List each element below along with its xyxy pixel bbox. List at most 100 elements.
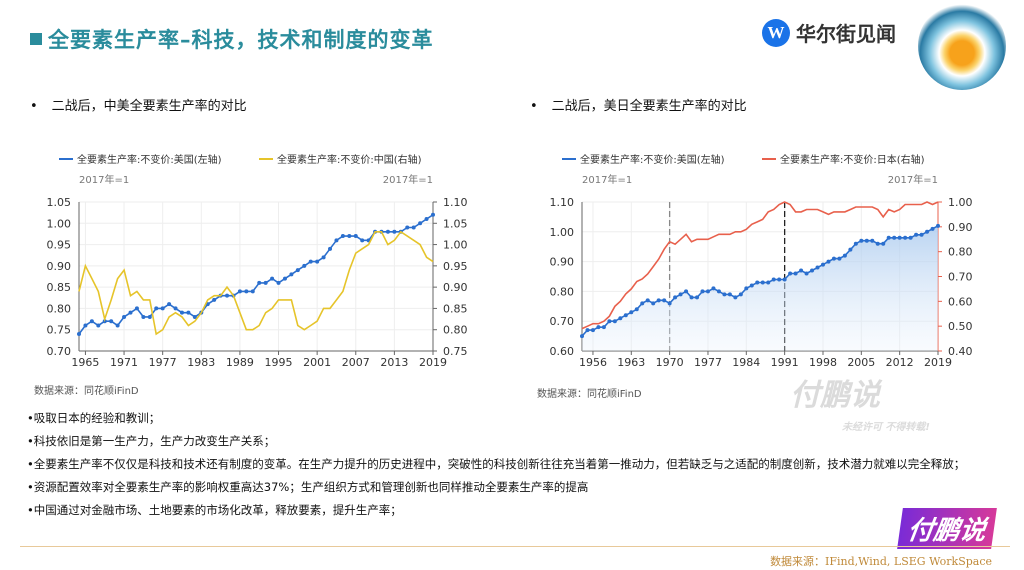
data-point bbox=[179, 310, 184, 315]
data-point bbox=[83, 323, 88, 328]
x-tick: 1970 bbox=[656, 356, 684, 369]
data-point bbox=[689, 295, 694, 300]
data-point bbox=[651, 301, 656, 306]
data-point bbox=[777, 277, 782, 282]
series-line bbox=[78, 230, 434, 336]
data-point bbox=[263, 280, 268, 285]
legend-label: 全要素生产率:不变价:美国(左轴) bbox=[580, 153, 725, 166]
data-point bbox=[225, 293, 230, 298]
data-point bbox=[167, 302, 172, 307]
data-point bbox=[870, 238, 875, 243]
data-point bbox=[936, 223, 940, 228]
data-point bbox=[634, 307, 639, 312]
data-point bbox=[289, 272, 294, 277]
data-point bbox=[315, 259, 320, 264]
data-point bbox=[749, 283, 754, 288]
data-point bbox=[134, 306, 139, 311]
x-tick: 1983 bbox=[187, 356, 215, 369]
note: •全要素生产率不仅仅是科技和技术还有制度的变革。在生产力提升的历史进程中，突破性… bbox=[27, 457, 966, 471]
x-tick: 1977 bbox=[149, 356, 177, 369]
data-point bbox=[914, 232, 919, 237]
x-tick: 2007 bbox=[342, 356, 370, 369]
data-point bbox=[154, 306, 159, 311]
x-tick: 1984 bbox=[732, 356, 760, 369]
x-tick: 2013 bbox=[380, 356, 408, 369]
data-point bbox=[771, 277, 776, 282]
data-point bbox=[141, 314, 146, 319]
data-point bbox=[640, 301, 645, 306]
y-right-tick: 0.50 bbox=[948, 320, 973, 333]
data-point bbox=[128, 310, 133, 315]
data-point bbox=[96, 323, 101, 328]
y-right-tick: 0.70 bbox=[948, 271, 973, 284]
series-area bbox=[582, 225, 938, 351]
data-point bbox=[892, 235, 897, 240]
x-tick: 1998 bbox=[809, 356, 837, 369]
y-left-tick: 0.80 bbox=[47, 302, 72, 315]
x-tick: 1995 bbox=[265, 356, 293, 369]
y-left-tick: 0.60 bbox=[550, 345, 575, 358]
left-axis-unit: 2017年=1 bbox=[79, 173, 129, 186]
y-left-tick: 1.00 bbox=[550, 226, 575, 239]
data-point bbox=[334, 238, 339, 243]
note: •资源配置效率对全要素生产率的影响权重高达37%；生产组织方式和管理创新也同样推… bbox=[27, 480, 589, 494]
data-point bbox=[810, 268, 815, 273]
brand-badge: 付鹏说 bbox=[897, 508, 997, 549]
data-point bbox=[270, 276, 275, 281]
series-line bbox=[581, 201, 939, 330]
data-point bbox=[705, 289, 710, 294]
x-tick: 1963 bbox=[617, 356, 645, 369]
data-point bbox=[848, 247, 853, 252]
y-left-tick: 1.10 bbox=[550, 196, 575, 209]
data-point bbox=[667, 301, 672, 306]
x-tick: 2012 bbox=[886, 356, 914, 369]
data-point bbox=[645, 298, 650, 303]
legend-label: 全要素生产率:不变价:中国(右轴) bbox=[277, 153, 422, 166]
data-point bbox=[295, 268, 300, 273]
bullet-us-japan: • 二战后，美日全要素生产率的对比 bbox=[530, 99, 747, 114]
data-point bbox=[257, 280, 262, 285]
data-point bbox=[302, 263, 307, 268]
data-point bbox=[925, 229, 930, 234]
brand-w-icon: W bbox=[762, 18, 790, 47]
data-point bbox=[842, 253, 847, 258]
chart1-source: 数据来源：同花顺iFinD bbox=[34, 386, 139, 397]
data-point bbox=[122, 314, 127, 319]
data-point bbox=[411, 225, 416, 230]
data-point bbox=[656, 298, 661, 303]
y-left-tick: 0.90 bbox=[550, 256, 575, 269]
x-tick: 2005 bbox=[847, 356, 875, 369]
y-right-tick: 1.10 bbox=[443, 196, 468, 209]
data-point bbox=[864, 238, 869, 243]
y-left-tick: 0.95 bbox=[47, 239, 72, 252]
data-point bbox=[244, 289, 249, 294]
data-point bbox=[173, 306, 178, 311]
data-point bbox=[347, 234, 352, 239]
y-right-tick: 1.00 bbox=[443, 239, 468, 252]
data-point bbox=[760, 280, 765, 285]
page-title: 全要素生产率–科技，技术和制度的变革 bbox=[30, 24, 434, 54]
data-point bbox=[590, 328, 595, 333]
data-point bbox=[678, 292, 683, 297]
right-axis-unit: 2017年=1 bbox=[383, 173, 433, 186]
data-point bbox=[212, 297, 217, 302]
data-point bbox=[250, 289, 255, 294]
y-right-tick: 1.00 bbox=[948, 196, 973, 209]
y-right-tick: 0.90 bbox=[948, 221, 973, 234]
data-point bbox=[276, 280, 281, 285]
data-point bbox=[804, 271, 809, 276]
note: •吸取日本的经验和教训； bbox=[27, 411, 161, 425]
data-point bbox=[875, 241, 880, 246]
y-left-tick: 1.00 bbox=[47, 217, 72, 230]
y-right-tick: 0.95 bbox=[443, 260, 468, 273]
y-right-tick: 0.75 bbox=[443, 345, 468, 358]
data-point bbox=[766, 280, 771, 285]
y-left-tick: 0.80 bbox=[550, 285, 575, 298]
data-point bbox=[89, 319, 94, 324]
data-point bbox=[716, 289, 721, 294]
data-point bbox=[607, 319, 612, 324]
data-point bbox=[859, 238, 864, 243]
data-point bbox=[431, 212, 435, 217]
data-point bbox=[186, 310, 191, 315]
data-point bbox=[744, 286, 749, 291]
